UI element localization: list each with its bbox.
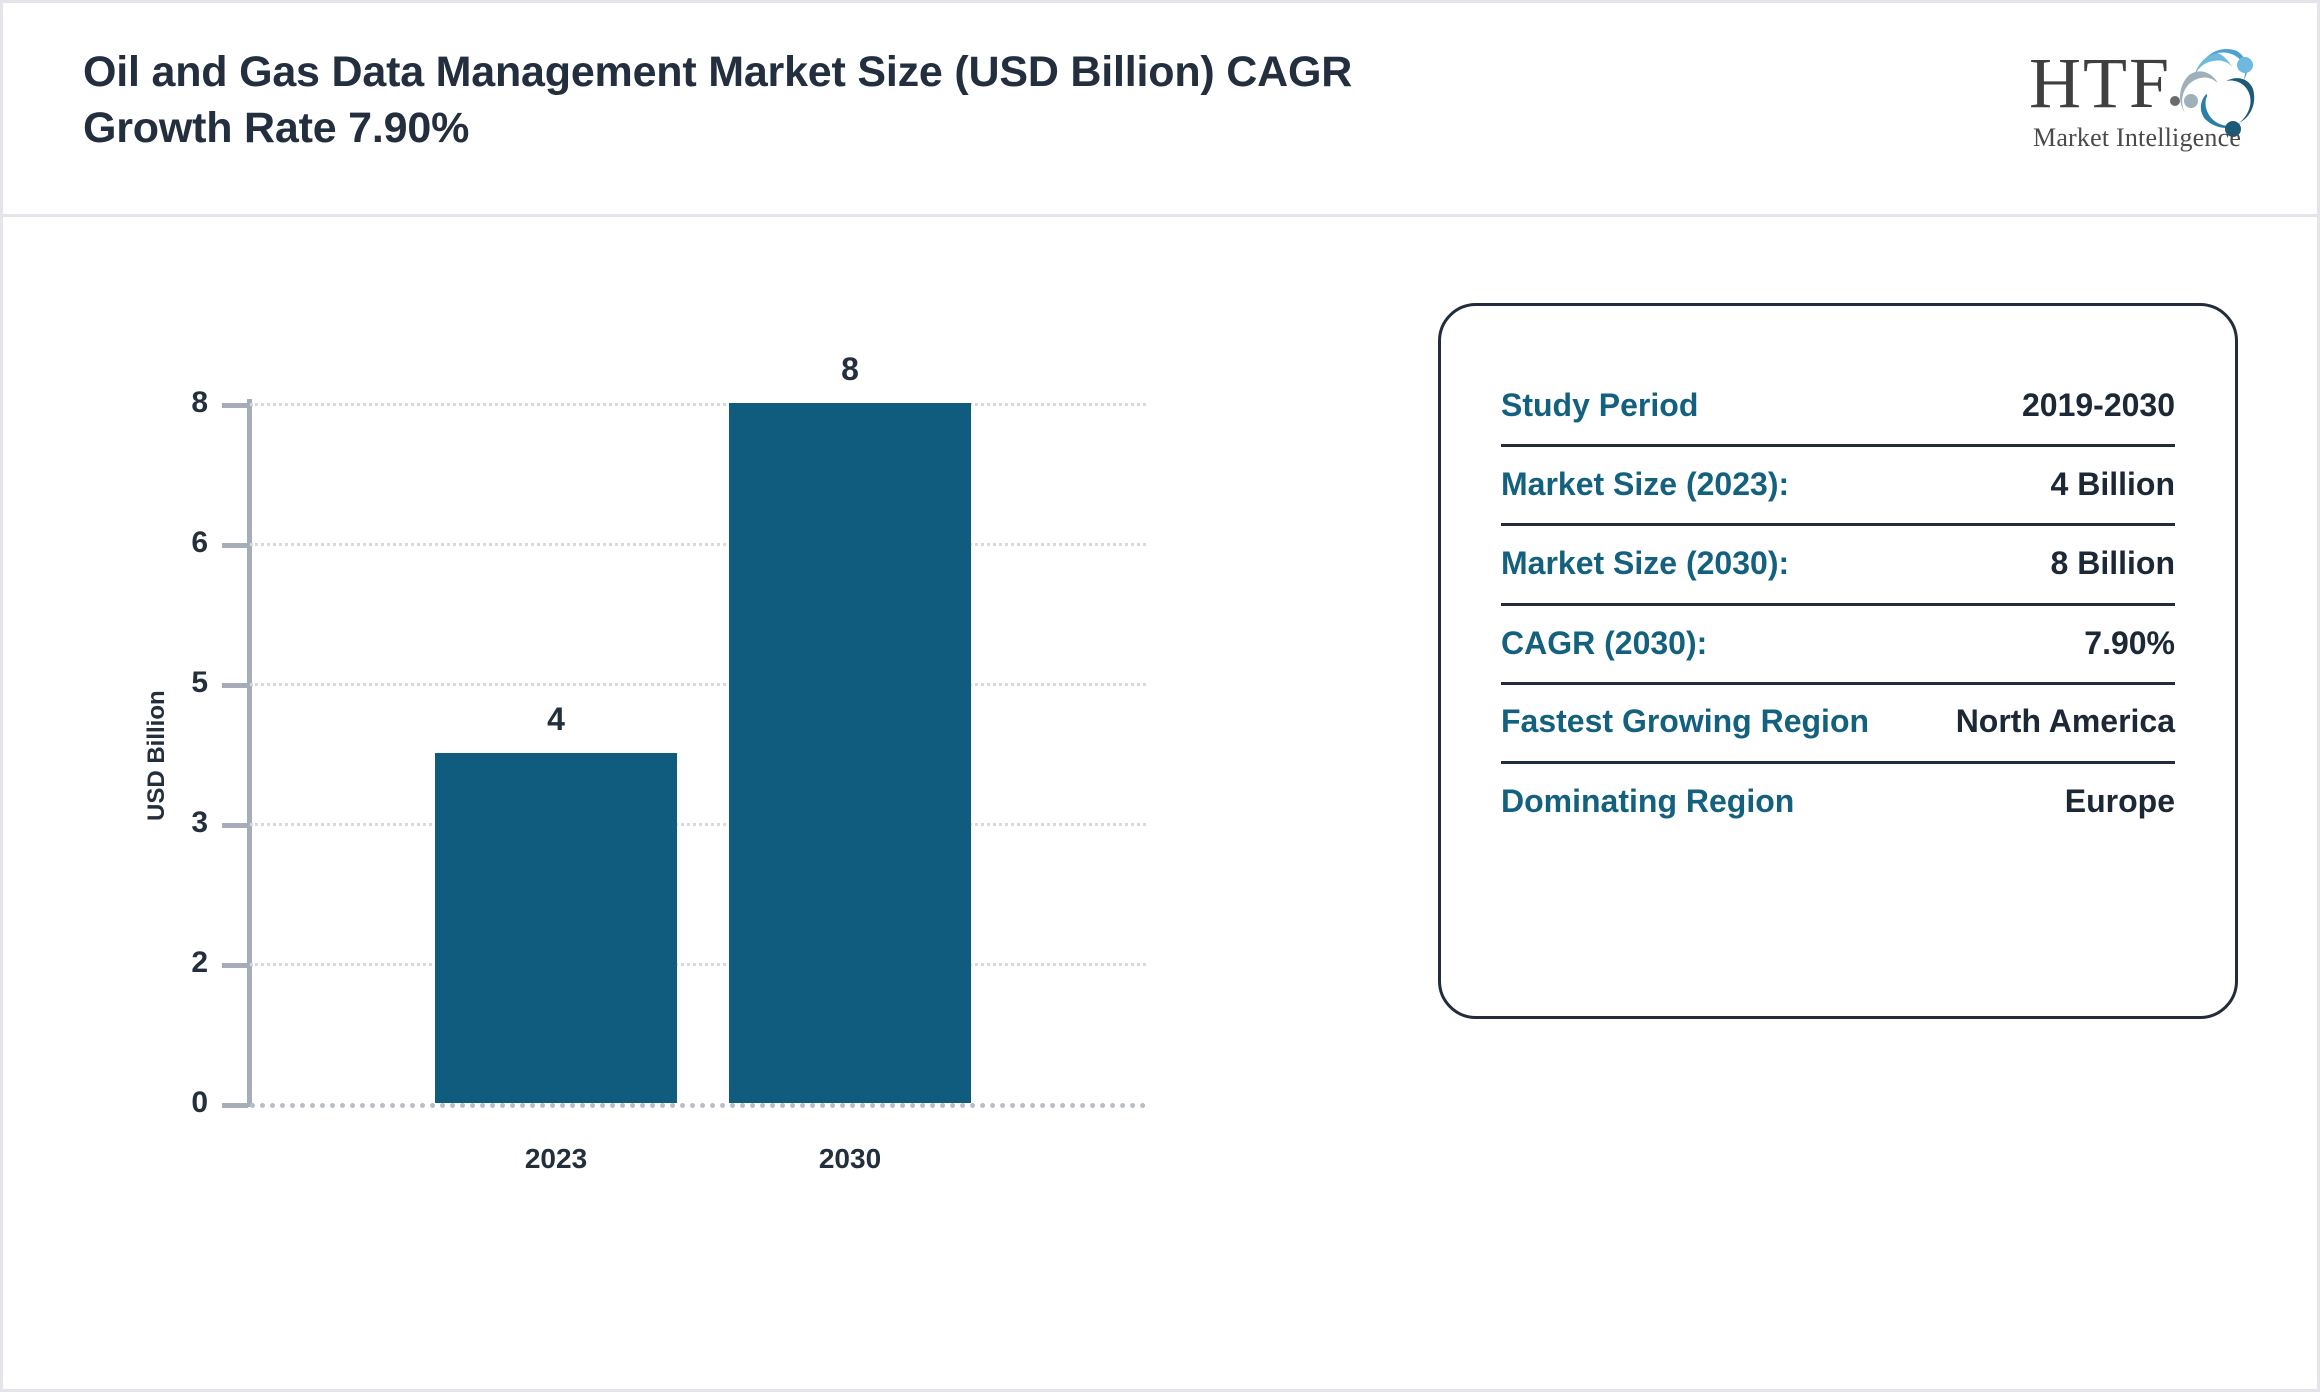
summary-row-value: 2019-2030 bbox=[2021, 387, 2175, 423]
brand-logo: H T F Market Intelligence bbox=[2025, 39, 2261, 155]
summary-row: Study Period 2019-2030 bbox=[1501, 368, 2175, 448]
htf-triskelion-icon: H T F bbox=[2029, 43, 2255, 137]
page-header: Oil and Gas Data Management Market Size … bbox=[3, 3, 2317, 217]
plot-area: 8 6 5 3 2 0 4 8 2023 2030 bbox=[191, 351, 1146, 1174]
gridline-5 bbox=[250, 683, 1146, 686]
bar-2023[interactable] bbox=[435, 753, 677, 1103]
y-tick-label-8: 8 bbox=[191, 386, 208, 419]
svg-text:H: H bbox=[2029, 43, 2081, 123]
bar-chart: USD Billion 8 6 5 3 2 0 4 8 2023 2030 bbox=[3, 217, 1403, 1392]
y-tick-label-5: 5 bbox=[191, 666, 208, 699]
y-tick-mark-0 bbox=[222, 1103, 248, 1108]
summary-row: Market Size (2023): 4 Billion bbox=[1501, 447, 2175, 527]
summary-row-value: North America bbox=[1955, 702, 2175, 739]
svg-text:F: F bbox=[2129, 43, 2169, 123]
gridline-2 bbox=[250, 963, 1146, 966]
x-tick-label-2030: 2030 bbox=[818, 1143, 882, 1174]
page-title: Oil and Gas Data Management Market Size … bbox=[83, 48, 1353, 152]
x-tick-label-2023: 2023 bbox=[524, 1143, 588, 1174]
bar-2030[interactable] bbox=[729, 403, 971, 1103]
gridline-3 bbox=[250, 823, 1146, 826]
summary-row-label: Study Period bbox=[1501, 387, 1699, 423]
summary-row-label: Market Size (2030): bbox=[1501, 545, 1790, 582]
gridline-8 bbox=[250, 403, 1146, 406]
summary-row-value: 4 Billion bbox=[2050, 466, 2175, 503]
summary-row-label: CAGR (2030): bbox=[1501, 624, 1708, 661]
summary-row: CAGR (2030): 7.90% bbox=[1501, 606, 2175, 685]
y-tick-label-0: 0 bbox=[191, 1086, 208, 1119]
summary-row-label: Market Size (2023): bbox=[1501, 466, 1790, 503]
summary-row-label: Fastest Growing Region bbox=[1501, 702, 1870, 739]
y-tick-mark-6 bbox=[222, 543, 248, 548]
y-axis-label: USD Billion bbox=[143, 690, 170, 821]
summary-row: Fastest Growing Region North America bbox=[1501, 685, 2175, 764]
bar-value-label-2030: 8 bbox=[841, 351, 859, 387]
bar-value-label-2023: 4 bbox=[547, 701, 565, 737]
y-tick-mark-8 bbox=[222, 403, 248, 408]
y-tick-label-6: 6 bbox=[191, 526, 208, 559]
y-tick-label-3: 3 bbox=[191, 806, 208, 839]
svg-text:T: T bbox=[2083, 43, 2127, 123]
y-tick-mark-3 bbox=[222, 823, 248, 828]
logo-tagline: Market Intelligence bbox=[2033, 123, 2242, 152]
summary-card: Study Period 2019-2030 Market Size (2023):… bbox=[1438, 303, 2238, 1019]
summary-row: Market Size (2030): 8 Billion bbox=[1501, 526, 2175, 606]
summary-row: Dominating Region Europe bbox=[1501, 764, 2175, 840]
y-axis-line bbox=[247, 399, 252, 1107]
summary-row-value: Europe bbox=[2064, 782, 2175, 819]
y-tick-label-2: 2 bbox=[191, 946, 208, 979]
y-tick-mark-2 bbox=[222, 963, 248, 968]
gridline-6 bbox=[250, 543, 1146, 546]
gridline-0 bbox=[250, 1103, 1146, 1108]
summary-row-value: 7.90% bbox=[2084, 624, 2175, 661]
summary-row-label: Dominating Region bbox=[1501, 782, 1795, 819]
summary-row-value: 8 Billion bbox=[2050, 545, 2175, 582]
summary-card-rows: Study Period 2019-2030 Market Size (2023):… bbox=[1501, 368, 2175, 840]
y-tick-mark-5 bbox=[222, 683, 248, 688]
